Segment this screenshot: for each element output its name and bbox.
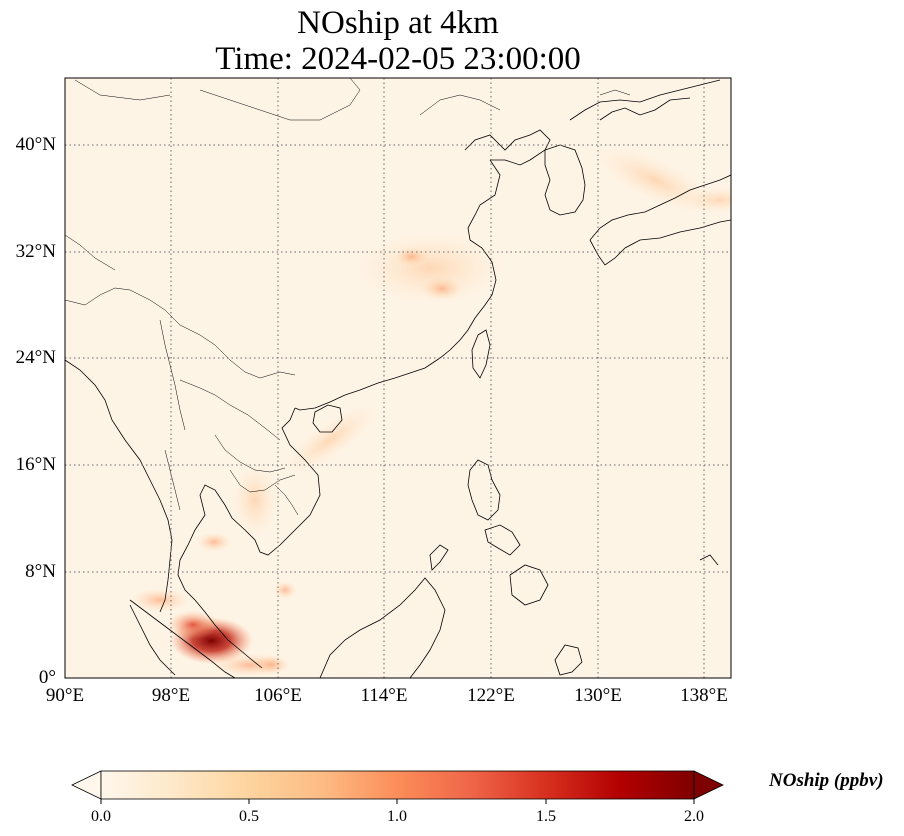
colorbar-extend-min: [71, 770, 102, 800]
chart-title-line-2: Time: 2024-02-05 23:00:00: [215, 41, 581, 77]
coastline-luzon: [467, 459, 501, 521]
map-frame: [64, 77, 732, 679]
lon-tick-130e: 130°E: [574, 685, 622, 706]
coastline-mindanao: [509, 564, 549, 606]
plume-south-china-sea: [279, 402, 381, 478]
colorbar-tick-0-5: 0.5: [239, 808, 259, 825]
coastline-china: [294, 159, 501, 411]
coastline-new-guinea-edge: [699, 554, 719, 566]
plume-gulf-thailand: [273, 581, 297, 599]
plume-east-china-sea: [350, 230, 510, 306]
colorbar-label: NOship (ppbv): [769, 770, 884, 791]
colorbar-tick-1-0: 1.0: [387, 808, 407, 825]
colorbar-extend-max: [693, 770, 724, 800]
lat-tick-16n: 16°N: [15, 454, 56, 475]
lon-tick-98e: 98°E: [151, 685, 191, 706]
hotspot-1: [167, 610, 219, 640]
lon-tick-90e: 90°E: [45, 685, 85, 706]
hotspot-3: [394, 247, 429, 267]
colorbar: [71, 770, 724, 804]
coastline-korea: [544, 144, 586, 216]
coastline-indochina: [177, 407, 321, 669]
lat-tick-24n: 24°N: [15, 347, 56, 368]
coastline-hainan: [312, 404, 343, 433]
country-borders: [65, 78, 631, 516]
colorbar-tick-1-5: 1.5: [536, 808, 556, 825]
coastline-north-korea-east: [569, 79, 721, 121]
lon-tick-114e: 114°E: [360, 685, 408, 706]
hotspot-2: [421, 276, 463, 301]
coastline-bay-bengal: [65, 359, 173, 613]
coastline-sumatra: [129, 599, 236, 678]
coastline-borneo: [319, 577, 446, 678]
lon-tick-106e: 106°E: [254, 685, 302, 706]
lat-tick-0: 0°: [38, 667, 56, 688]
coastline-sulawesi: [554, 644, 583, 676]
plume-japan-east: [680, 186, 731, 214]
lat-tick-40n: 40°N: [15, 134, 56, 155]
lat-tick-32n: 32°N: [15, 241, 56, 262]
colorbar-gradient: [101, 771, 694, 799]
hotspot-5: [253, 654, 290, 675]
coastline-japan-south: [589, 219, 731, 266]
chart-title-line-1: NOship at 4km: [297, 5, 499, 41]
plume-thailand: [230, 460, 280, 540]
coastlines: [65, 79, 731, 678]
gridlines: [65, 78, 731, 678]
colorbar-tick-0: 0.0: [91, 808, 111, 825]
coastline-palawan: [429, 544, 449, 571]
concentration-field: [130, 144, 731, 677]
coastline-japan-kyushu: [589, 174, 731, 241]
coastline-taiwan: [471, 329, 491, 379]
coastline-visayas: [484, 524, 521, 556]
hotspot-4: [196, 532, 232, 552]
coastline-bohai: [464, 129, 551, 166]
colorbar-tick-2-0: 2.0: [684, 808, 704, 825]
coastline-japan-north: [599, 97, 691, 121]
coastline-sumatra-west: [129, 604, 176, 676]
plume-strait-north: [130, 588, 190, 612]
lon-tick-138e: 138°E: [680, 685, 728, 706]
lon-tick-122e: 122°E: [467, 685, 515, 706]
lat-tick-8n: 8°N: [25, 561, 56, 582]
